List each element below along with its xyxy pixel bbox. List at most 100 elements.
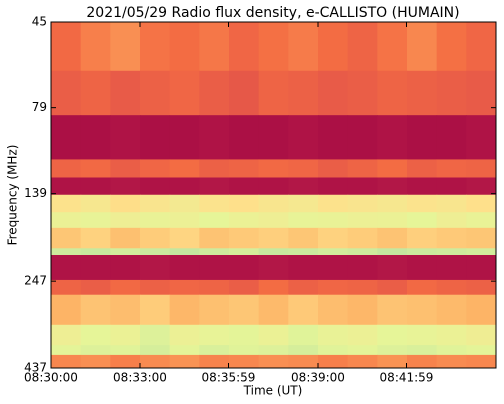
heatmap-cell bbox=[258, 294, 289, 326]
heatmap-cell bbox=[199, 255, 230, 281]
heatmap-cell bbox=[258, 159, 289, 178]
heatmap-cell bbox=[407, 159, 438, 178]
heatmap-cell bbox=[140, 324, 171, 346]
heatmap-cell bbox=[288, 115, 319, 160]
heatmap-cell bbox=[140, 294, 171, 326]
heatmap-cell bbox=[199, 194, 230, 213]
heatmap-cell bbox=[229, 22, 260, 72]
plot-frame bbox=[50, 21, 497, 369]
heatmap-cell bbox=[140, 212, 171, 229]
heatmap-cell bbox=[229, 279, 260, 296]
heatmap-cell bbox=[347, 115, 378, 160]
heatmap-cell bbox=[199, 354, 230, 369]
heatmap-cell bbox=[258, 227, 289, 249]
y-tick-label: 45 bbox=[32, 15, 47, 29]
heatmap-cell bbox=[140, 70, 171, 116]
heatmap-cell bbox=[169, 159, 200, 178]
heatmap-cell bbox=[347, 194, 378, 213]
heatmap-cell bbox=[466, 227, 497, 249]
heatmap-cell bbox=[199, 279, 230, 296]
heatmap-cell bbox=[51, 70, 82, 116]
heatmap-cell bbox=[80, 159, 111, 178]
heatmap-cell bbox=[258, 255, 289, 281]
heatmap-cell bbox=[80, 345, 111, 356]
heatmap-cell bbox=[288, 22, 319, 72]
heatmap-cell bbox=[377, 354, 408, 369]
heatmap-cell bbox=[140, 354, 171, 369]
heatmap-cell bbox=[288, 354, 319, 369]
heatmap-cell bbox=[229, 294, 260, 326]
heatmap-cell bbox=[169, 227, 200, 249]
heatmap-cell bbox=[466, 177, 497, 196]
heatmap-cell bbox=[80, 212, 111, 229]
heatmap-cell bbox=[377, 255, 408, 281]
x-tick-label: 08:39:00 bbox=[291, 371, 345, 385]
heatmap-cell bbox=[318, 248, 349, 256]
y-tick-label: 139 bbox=[24, 186, 47, 200]
heatmap-cell bbox=[318, 115, 349, 160]
heatmap-cell bbox=[377, 115, 408, 160]
heatmap-cell bbox=[288, 194, 319, 213]
heatmap-cell bbox=[51, 279, 82, 296]
heatmap-cell bbox=[288, 294, 319, 326]
heatmap-cell bbox=[377, 22, 408, 72]
heatmap-cell bbox=[407, 70, 438, 116]
heatmap-cell bbox=[140, 248, 171, 256]
heatmap-cell bbox=[169, 279, 200, 296]
heatmap-cell bbox=[436, 255, 467, 281]
heatmap-cell bbox=[347, 212, 378, 229]
heatmap-cell bbox=[80, 324, 111, 346]
heatmap-cell bbox=[51, 194, 82, 213]
heatmap-cell bbox=[377, 159, 408, 178]
heatmap-cell bbox=[199, 115, 230, 160]
heatmap-cell bbox=[258, 177, 289, 196]
heatmap-cell bbox=[377, 194, 408, 213]
heatmap-cell bbox=[436, 159, 467, 178]
heatmap-cell bbox=[229, 227, 260, 249]
heatmap-cell bbox=[140, 279, 171, 296]
heatmap-cell bbox=[51, 212, 82, 229]
heatmap-cell bbox=[347, 227, 378, 249]
heatmap-cell bbox=[347, 159, 378, 178]
heatmap-cell bbox=[258, 70, 289, 116]
heatmap-cell bbox=[110, 294, 141, 326]
heatmap-cell bbox=[318, 279, 349, 296]
heatmap-cell bbox=[347, 345, 378, 356]
heatmap-cell bbox=[318, 70, 349, 116]
heatmap-cell bbox=[288, 345, 319, 356]
heatmap-cell bbox=[318, 354, 349, 369]
heatmap-cell bbox=[258, 194, 289, 213]
heatmap-cell bbox=[51, 115, 82, 160]
heatmap-cell bbox=[318, 159, 349, 178]
heatmap-cell bbox=[199, 294, 230, 326]
heatmap-cell bbox=[80, 70, 111, 116]
heatmap-cell bbox=[110, 194, 141, 213]
heatmap-cell bbox=[169, 294, 200, 326]
heatmap-cell bbox=[318, 177, 349, 196]
heatmap-cell bbox=[140, 22, 171, 72]
heatmap-cell bbox=[140, 345, 171, 356]
heatmap-cell bbox=[110, 212, 141, 229]
heatmap-cell bbox=[436, 279, 467, 296]
heatmap-cell bbox=[436, 177, 467, 196]
heatmap-cell bbox=[407, 227, 438, 249]
heatmap-cell bbox=[258, 354, 289, 369]
heatmap-cell bbox=[110, 177, 141, 196]
heatmap-cell bbox=[436, 194, 467, 213]
heatmap-cell bbox=[229, 70, 260, 116]
heatmap-cell bbox=[466, 159, 497, 178]
heatmap-cell bbox=[436, 227, 467, 249]
heatmap-cell bbox=[169, 345, 200, 356]
heatmap-cell bbox=[110, 279, 141, 296]
heatmap-cell bbox=[377, 345, 408, 356]
heatmap-cell bbox=[80, 248, 111, 256]
heatmap-cell bbox=[110, 248, 141, 256]
heatmap-cell bbox=[318, 324, 349, 346]
heatmap-cell bbox=[377, 177, 408, 196]
heatmap-cell bbox=[407, 212, 438, 229]
heatmap-cell bbox=[169, 177, 200, 196]
heatmap-cell bbox=[80, 227, 111, 249]
heatmap-cell bbox=[229, 212, 260, 229]
heatmap-cell bbox=[436, 212, 467, 229]
heatmap-cell bbox=[110, 227, 141, 249]
